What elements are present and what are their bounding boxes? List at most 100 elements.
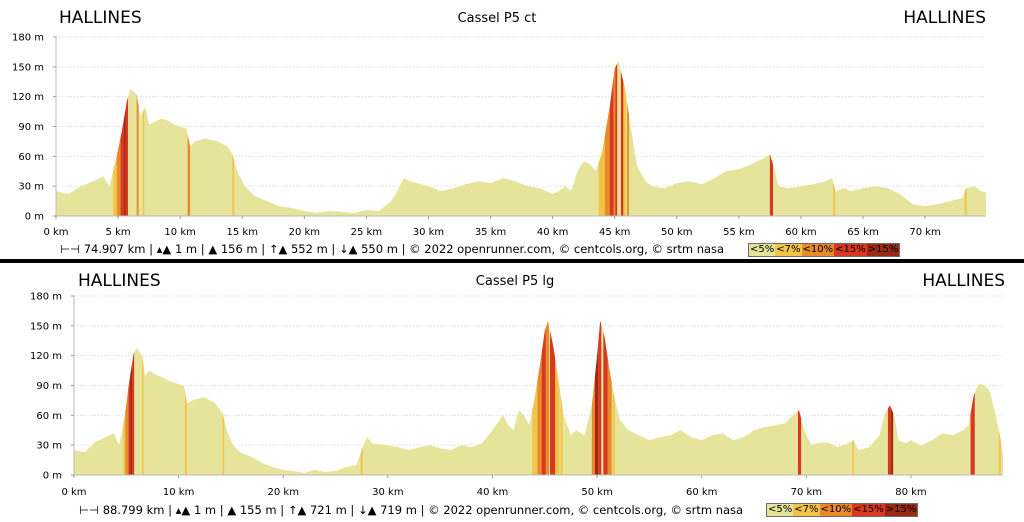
gradient-band <box>604 60 610 216</box>
gradient-band <box>852 320 854 475</box>
gradient-band <box>130 320 133 475</box>
gradient-band <box>797 320 802 475</box>
x-tick-label: 40 km <box>537 227 568 238</box>
x-tick-label: 35 km <box>475 227 506 238</box>
x-tick-label: 25 km <box>351 227 382 238</box>
x-tick-label: 40 km <box>477 487 508 498</box>
gradient-band <box>603 320 608 475</box>
x-tick-label: 20 km <box>268 487 299 498</box>
max-altitude-icon: ▲ <box>227 503 237 517</box>
x-tick-label: 55 km <box>723 227 754 238</box>
x-tick-label: 60 km <box>686 487 717 498</box>
gradient-band <box>627 60 629 216</box>
max-altitude-value: 156 m <box>220 242 258 256</box>
gradient-band <box>598 320 602 475</box>
gradient-band <box>532 320 538 475</box>
y-tick-label: 30 m <box>36 441 62 452</box>
distance-icon: ⊢⊣ <box>60 242 81 256</box>
y-tick-label: 30 m <box>18 182 44 193</box>
gradient-band <box>136 60 139 216</box>
gradient-band <box>550 320 556 475</box>
min-altitude-value: 1 m <box>174 242 198 256</box>
x-tick-label: 0 km <box>43 227 68 238</box>
gradient-band <box>964 60 967 216</box>
gradient-legend: <5% <7% <10% <15% >15% <box>766 503 919 517</box>
x-tick-label: 10 km <box>163 487 194 498</box>
x-tick-label: 0 km <box>61 487 86 498</box>
legend-item: <10% <box>801 244 835 256</box>
x-tick-label: 15 km <box>227 227 258 238</box>
y-tick-label: 0 m <box>43 471 62 482</box>
y-tick-label: 150 m <box>12 62 44 73</box>
y-tick-label: 180 m <box>30 292 62 303</box>
ascent-icon: ↑▲ <box>268 242 288 256</box>
gradient-band <box>125 320 129 475</box>
gradient-band <box>615 60 618 216</box>
elevation-area <box>56 60 986 217</box>
gradient-band <box>613 60 616 216</box>
ascent-icon: ↑▲ <box>287 503 307 517</box>
descent-value: 719 m <box>380 503 417 517</box>
gradient-band <box>887 320 892 475</box>
y-tick-label: 180 m <box>12 33 44 44</box>
gradient-band <box>598 60 605 216</box>
distance-value: 88.799 km <box>102 503 165 517</box>
gradient-band <box>142 60 145 216</box>
x-tick-label: 30 km <box>372 487 403 498</box>
max-altitude-value: 155 m <box>239 503 277 517</box>
descent-value: 550 m <box>361 242 398 256</box>
min-altitude-icon: ▴▲ <box>175 503 191 517</box>
end-town-label: HALLINES <box>903 8 986 28</box>
min-altitude-icon: ▴▲ <box>156 242 172 256</box>
x-tick-label: 65 km <box>847 227 878 238</box>
gradient-band <box>537 320 542 475</box>
legend-item: <15% <box>852 504 885 516</box>
x-tick-label: 30 km <box>413 227 444 238</box>
y-tick-label: 150 m <box>30 321 62 332</box>
y-tick-label: 60 m <box>18 152 44 163</box>
x-tick-label: 70 km <box>909 227 940 238</box>
gradient-band <box>128 320 131 475</box>
x-tick-label: 5 km <box>106 227 131 238</box>
min-altitude-value: 1 m <box>193 503 217 517</box>
distance-value: 74.907 km <box>83 242 146 256</box>
gradient-legend: <5% <7% <10% <15% >15% <box>748 243 901 257</box>
profile-title: Cassel P5 lg <box>475 274 555 289</box>
gradient-band <box>560 320 563 475</box>
gradient-band <box>623 60 626 216</box>
ascent-value: 552 m <box>290 242 328 256</box>
gradient-band <box>620 60 624 216</box>
gradient-band <box>123 60 126 216</box>
gradient-band <box>594 320 599 475</box>
gradient-band <box>545 320 549 475</box>
credits: © 2022 openrunner.com, © centcols.org, ©… <box>428 503 744 517</box>
gradient-band <box>184 320 187 475</box>
gradient-band <box>612 320 615 475</box>
y-tick-label: 120 m <box>30 351 62 362</box>
y-tick-label: 60 m <box>36 411 62 422</box>
gradient-band <box>541 320 546 475</box>
y-tick-label: 0 m <box>25 212 44 223</box>
x-tick-label: 80 km <box>895 487 926 498</box>
y-tick-label: 120 m <box>12 92 44 103</box>
gradient-band <box>607 320 612 475</box>
gradient-band <box>187 60 191 216</box>
legend-item: <10% <box>819 504 853 516</box>
gradient-band <box>125 60 129 216</box>
y-tick-label: 90 m <box>18 122 44 133</box>
x-tick-label: 45 km <box>599 227 630 238</box>
profile-stats: ⊢⊣ 74.907 km | ▴▲ 1 m | ▲ 156 m | ↑▲ 552… <box>60 242 725 256</box>
gradient-band <box>116 60 121 216</box>
end-town-label: HALLINES <box>922 271 1005 291</box>
legend-item: <7% <box>775 244 802 256</box>
gradient-band <box>132 320 135 475</box>
profile-chart: 0 m 30 m 60 m 90 m 120 m 150 m 180 m 0 km 10 km 2… <box>30 292 1003 498</box>
legend-item: >15% <box>884 504 918 516</box>
gradient-band <box>120 60 124 216</box>
distance-icon: ⊢⊣ <box>79 503 100 517</box>
elevation-profile-1: 0 m 30 m 60 m 90 m 120 m 150 m 180 m 0 km 5 km 10… <box>0 0 1024 259</box>
gradient-band <box>555 320 560 475</box>
x-tick-label: 70 km <box>791 487 822 498</box>
gradient-band <box>113 60 117 216</box>
descent-icon: ↓▲ <box>357 503 377 517</box>
